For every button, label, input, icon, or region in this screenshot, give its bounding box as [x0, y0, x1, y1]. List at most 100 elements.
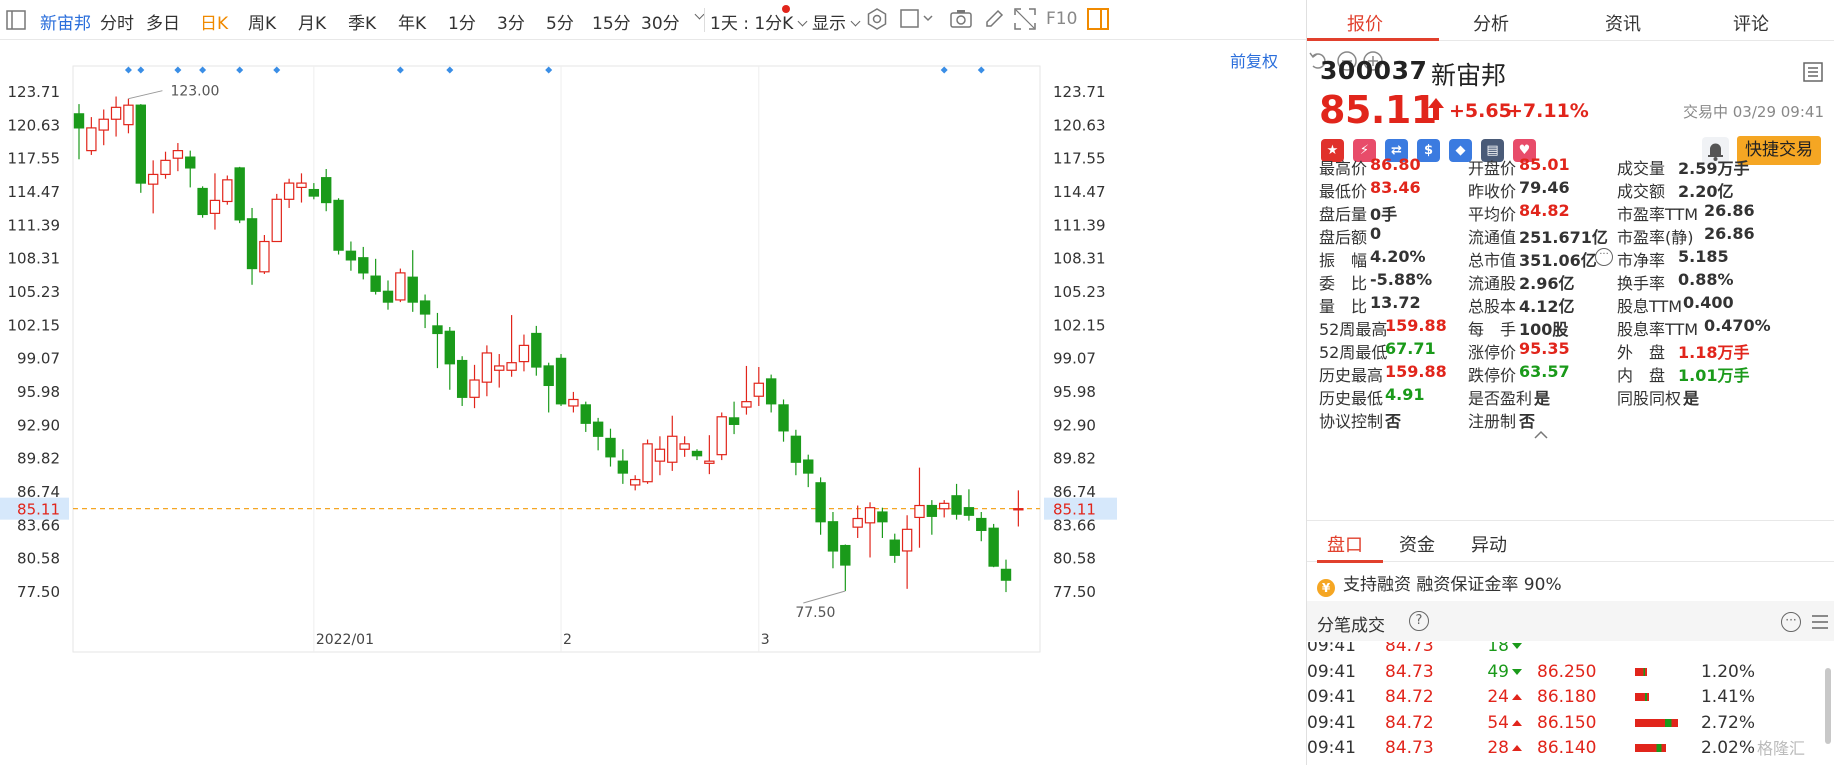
zoom-in-icon[interactable]: [1362, 50, 1384, 72]
period-tab-30min[interactable]: 30分: [641, 14, 680, 34]
period-more-chevron-icon[interactable]: [690, 7, 705, 27]
period-tab-1min[interactable]: 1分: [448, 14, 476, 34]
limit-up-icon[interactable]: ⚡: [1353, 139, 1376, 162]
candle-body: [209, 199, 221, 214]
stat-label: 市净率: [1617, 251, 1666, 270]
candle-up: [704, 435, 715, 475]
candle-up: [283, 178, 295, 208]
trade-time: 09:41: [1307, 642, 1356, 656]
sidebar-toggle-icon[interactable]: [6, 10, 26, 30]
period-tab-day-k[interactable]: 日K: [200, 14, 229, 34]
stat-label: 历史最高: [1319, 366, 1384, 385]
tab-pankou[interactable]: 盘口: [1327, 535, 1363, 556]
quick-trade-button[interactable]: 快捷交易: [1737, 136, 1821, 165]
tab-analysis[interactable]: 分析: [1473, 14, 1509, 35]
draw-pencil-icon[interactable]: [983, 8, 1005, 30]
undo-icon[interactable]: [1308, 50, 1330, 72]
period-tab-quarter-k[interactable]: 季K: [348, 14, 377, 34]
tab-capital[interactable]: 资金: [1399, 535, 1435, 556]
stat-value: 251.671亿: [1519, 228, 1608, 247]
report-icon[interactable]: ▤: [1481, 139, 1504, 162]
tab-comments[interactable]: 评论: [1733, 14, 1769, 35]
candle-down: [246, 207, 258, 285]
china-flag-icon[interactable]: ★: [1321, 139, 1344, 162]
f10-button[interactable]: F10: [1046, 9, 1078, 29]
candle-down: [321, 169, 332, 212]
tick-trades-list[interactable]: 09:41 84.73 18 09:41 84.73 49 86.250 1.20% 09:41…: [1307, 642, 1834, 765]
interval-select[interactable]: 1天 : 1分K: [710, 9, 808, 34]
list-view-icon[interactable]: [1811, 613, 1829, 631]
period-tab-week-k[interactable]: 周K: [248, 14, 277, 34]
stat-label: 52周最低: [1319, 343, 1388, 362]
stat-label: 同股同权: [1617, 389, 1682, 408]
candle-body: [580, 404, 591, 424]
alert-bell-icon[interactable]: [1702, 137, 1729, 164]
event-marker-icon: [236, 66, 244, 74]
candle-up: [914, 467, 925, 548]
shuffle-icon[interactable]: ⇄: [1385, 139, 1408, 162]
price-up-arrow-icon: [1428, 98, 1444, 120]
candle-down: [432, 312, 443, 369]
y-tick-label-right: 89.82: [1053, 450, 1096, 468]
candle-up: [172, 143, 184, 172]
y-tick-label-left: 120.63: [8, 116, 61, 134]
stat-label: 开盘价: [1468, 159, 1517, 178]
panel-toggle-icon[interactable]: [1087, 8, 1109, 30]
heart-icon[interactable]: ♥: [1513, 139, 1536, 162]
period-tab-3min[interactable]: 3分: [497, 14, 525, 34]
tag-icon[interactable]: ◆: [1449, 139, 1472, 162]
candle-body: [135, 104, 146, 184]
stat-value: 0.400: [1683, 293, 1734, 312]
stat-label: 涨停价: [1468, 343, 1517, 362]
candle-down: [877, 507, 888, 538]
candle-body: [358, 257, 369, 274]
event-marker-icon: [174, 66, 182, 74]
stock-name-tab[interactable]: 新宙邦: [40, 14, 91, 34]
collapse-panel-icon[interactable]: [1803, 62, 1823, 82]
period-tab-year-k[interactable]: 年K: [398, 14, 427, 34]
tab-quote[interactable]: 报价: [1347, 14, 1383, 35]
candle-body: [889, 539, 900, 556]
y-tick-label-left: 89.82: [17, 450, 60, 468]
kline-chart[interactable]: 123.71 123.71 120.63 120.63 117.55 117.55 114.…: [0, 40, 1306, 765]
display-dropdown[interactable]: 显示: [812, 9, 861, 34]
market-cap-more-icon[interactable]: ···: [1595, 248, 1613, 266]
candle-down: [135, 104, 146, 193]
stat-value: 2.59万手: [1678, 159, 1750, 178]
tab-anomaly[interactable]: 异动: [1471, 535, 1507, 556]
y-tick-label-right: 102.15: [1053, 316, 1106, 334]
adjust-mode-button[interactable]: 前复权: [1230, 52, 1279, 71]
period-tab-15min[interactable]: 15分: [592, 14, 631, 34]
level-price: 86.180: [1537, 687, 1597, 707]
candle-down: [73, 104, 85, 160]
candle-body: [852, 517, 863, 528]
fullscreen-icon[interactable]: [1014, 8, 1036, 30]
zoom-out-icon[interactable]: [1336, 50, 1358, 72]
expand-chevron-up-icon[interactable]: [1533, 430, 1549, 440]
help-question-icon[interactable]: ?: [1409, 611, 1429, 631]
candle-body: [456, 359, 468, 398]
period-tab-fenshi[interactable]: 分时: [100, 14, 134, 34]
more-dots-icon[interactable]: ···: [1781, 612, 1801, 632]
candle-down: [815, 477, 826, 535]
y-tick-label-left: 86.74: [17, 483, 60, 501]
settings-gear-icon[interactable]: [866, 8, 888, 30]
candle-body: [98, 118, 109, 131]
period-tab-5min[interactable]: 5分: [546, 14, 574, 34]
layout-square-icon[interactable]: [900, 9, 936, 29]
stat-value: 5.185: [1678, 247, 1729, 266]
candle-up: [160, 151, 171, 179]
candle-up: [852, 505, 863, 538]
candle-body: [444, 330, 456, 365]
candle-up: [296, 173, 307, 203]
event-markers: [124, 66, 985, 74]
trades-scrollbar[interactable]: [1825, 668, 1831, 744]
period-tab-duori[interactable]: 多日: [146, 14, 180, 34]
camera-icon[interactable]: [950, 8, 972, 30]
watermark-text: 格隆汇: [1757, 739, 1806, 758]
dollar-icon[interactable]: $: [1417, 139, 1440, 162]
tab-news[interactable]: 资讯: [1605, 14, 1641, 35]
period-tab-month-k[interactable]: 月K: [298, 14, 327, 34]
candle-down: [926, 500, 938, 535]
candle-down: [790, 429, 802, 476]
